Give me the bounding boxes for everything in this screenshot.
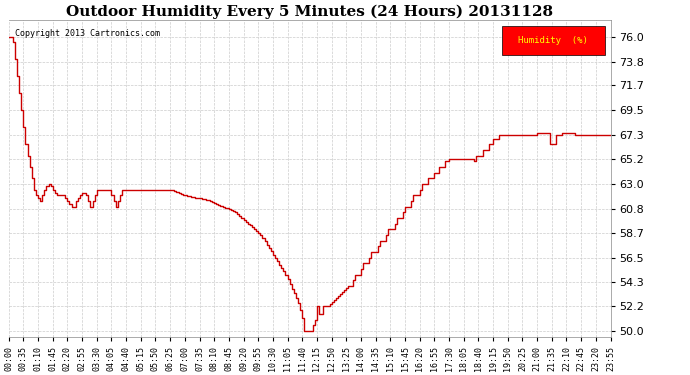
Text: Copyright 2013 Cartronics.com: Copyright 2013 Cartronics.com: [14, 29, 159, 38]
Title: Outdoor Humidity Every 5 Minutes (24 Hours) 20131128: Outdoor Humidity Every 5 Minutes (24 Hou…: [66, 4, 553, 18]
FancyBboxPatch shape: [502, 26, 604, 55]
Text: Humidity  (%): Humidity (%): [518, 36, 589, 45]
